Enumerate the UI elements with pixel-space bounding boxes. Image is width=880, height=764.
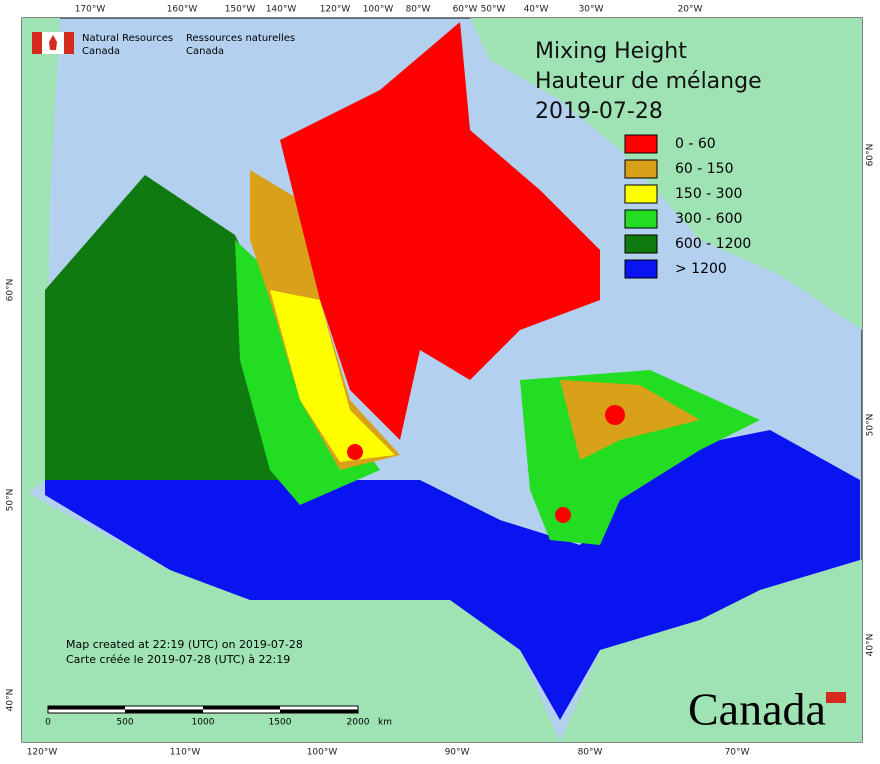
title: 2019-07-28 [535, 99, 663, 124]
wordmark: Canada [688, 684, 826, 735]
legend-label: 600 - 1200 [675, 236, 751, 252]
scale-bar [47, 705, 359, 714]
title: Hauteur de mélange [535, 69, 762, 94]
scale-label: 500 [116, 718, 133, 728]
alaska [22, 18, 60, 500]
graticule-label: 80°W [406, 5, 431, 15]
graticule-label: 40°W [524, 5, 549, 15]
legend-swatch [624, 234, 658, 254]
hotspot [555, 507, 571, 523]
graticule-label: 60°N [866, 144, 876, 167]
graticule-label: 160°W [167, 5, 198, 15]
graticule-label: 100°W [307, 748, 338, 758]
region-yellow [270, 290, 395, 462]
graticule-label: 70°W [725, 748, 750, 758]
legend-swatch [624, 184, 658, 204]
graticule-label: 90°W [445, 748, 470, 758]
footnote: Map created at 22:19 (UTC) on 2019-07-28 [66, 638, 303, 651]
graticule-label: 30°W [579, 5, 604, 15]
graticule-label: 50°N [866, 414, 876, 437]
scale-label: 2000 [347, 718, 370, 728]
agency-en: Canada [82, 46, 120, 57]
hotspot [605, 405, 625, 425]
agency-fr: Ressources naturelles [186, 33, 295, 44]
wordmark-flag [826, 692, 846, 703]
graticule-label: 40°N [866, 634, 876, 657]
scale-segment [125, 709, 203, 713]
graticule-label: 50°N [6, 489, 16, 512]
scale-segment [48, 706, 125, 710]
graticule-label: 150°W [225, 5, 256, 15]
legend-swatch [624, 209, 658, 229]
legend-swatch [624, 159, 658, 179]
agency-fr: Canada [186, 46, 224, 57]
legend-label: > 1200 [675, 261, 727, 277]
graticule-label: 50°W [481, 5, 506, 15]
graticule-label: 120°W [27, 748, 58, 758]
graticule-label: 120°W [320, 5, 351, 15]
graticule-label: 60°N [6, 279, 16, 302]
graticule-label: 110°W [170, 748, 201, 758]
scale-unit: km [378, 718, 392, 728]
graticule-label: 170°W [75, 5, 106, 15]
graticule-label: 20°W [678, 5, 703, 15]
region-arctic [280, 22, 600, 440]
usa-west [22, 490, 560, 742]
legend-label: 0 - 60 [675, 136, 716, 152]
graticule-label: 100°W [363, 5, 394, 15]
flag-leaf [49, 35, 57, 50]
graticule-label: 40°N [6, 689, 16, 712]
flag-bar [32, 32, 42, 54]
scale-label: 1000 [192, 718, 215, 728]
graticule-label: 80°W [578, 748, 603, 758]
flag-bar [64, 32, 74, 54]
region-south [45, 430, 860, 720]
title: Mixing Height [535, 39, 687, 64]
legend-label: 150 - 300 [675, 186, 742, 202]
legend-label: 300 - 600 [675, 211, 742, 227]
agency-en: Natural Resources [82, 33, 173, 44]
hotspot [347, 444, 363, 460]
scale-segment [280, 709, 358, 713]
footnote: Carte créée le 2019-07-28 (UTC) à 22:19 [66, 653, 290, 666]
usa-east [560, 560, 862, 742]
greenland [470, 18, 862, 330]
region-labrador [560, 380, 700, 460]
legend-swatch [624, 134, 658, 154]
legend-swatch [624, 259, 658, 279]
graticule-label: 140°W [266, 5, 297, 15]
scale-label: 1500 [269, 718, 292, 728]
scale-label: 0 [45, 718, 51, 728]
graticule-label: 60°W [453, 5, 478, 15]
scale-segment [203, 706, 280, 710]
legend-label: 60 - 150 [675, 161, 734, 177]
